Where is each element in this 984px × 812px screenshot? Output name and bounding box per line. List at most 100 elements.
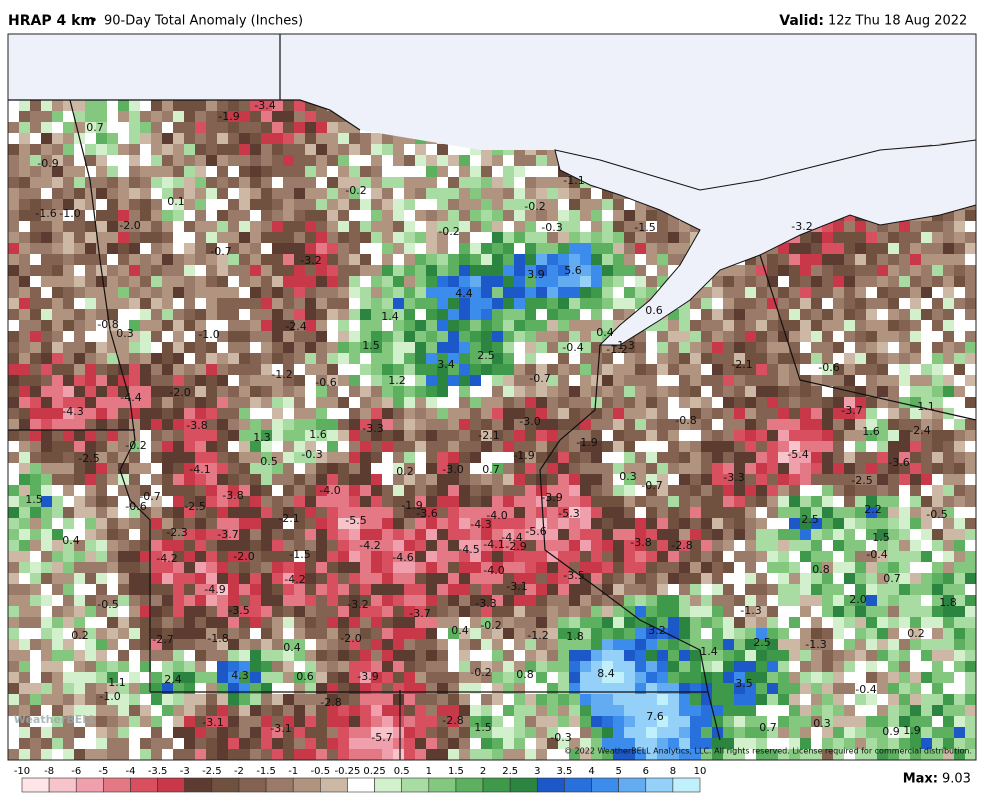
field-cell: [217, 353, 228, 364]
field-cell: [415, 386, 426, 397]
field-cell: [41, 111, 52, 122]
field-cell: [932, 474, 943, 485]
field-cell: [657, 595, 668, 606]
field-cell: [305, 309, 316, 320]
field-cell: [382, 408, 393, 419]
field-cell: [30, 276, 41, 287]
field-cell: [789, 276, 800, 287]
field-cell: [162, 573, 173, 584]
field-cell: [107, 584, 118, 595]
field-cell: [162, 111, 173, 122]
field-cell: [789, 419, 800, 430]
field-cell: [965, 496, 976, 507]
field-cell: [866, 595, 877, 606]
field-cell: [613, 639, 624, 650]
field-cell: [261, 144, 272, 155]
field-cell: [932, 540, 943, 551]
field-cell: [118, 518, 129, 529]
field-cell: [943, 320, 954, 331]
field-cell: [118, 166, 129, 177]
field-cell: [888, 573, 899, 584]
field-cell: [239, 606, 250, 617]
field-cell: [206, 452, 217, 463]
field-cell: [613, 243, 624, 254]
field-cell: [107, 188, 118, 199]
field-cell: [591, 595, 602, 606]
field-cell: [624, 639, 635, 650]
field-cell: [723, 518, 734, 529]
field-cell: [393, 518, 404, 529]
field-cell: [305, 562, 316, 573]
field-cell: [778, 419, 789, 430]
field-cell: [877, 221, 888, 232]
field-cell: [525, 276, 536, 287]
field-cell: [437, 221, 448, 232]
field-cell: [536, 320, 547, 331]
field-cell: [635, 617, 646, 628]
field-cell: [151, 386, 162, 397]
field-cell: [371, 265, 382, 276]
field-cell: [965, 254, 976, 265]
field-cell: [536, 639, 547, 650]
field-cell: [910, 430, 921, 441]
field-cell: [855, 276, 866, 287]
field-cell: [173, 375, 184, 386]
field-cell: [558, 221, 569, 232]
field-cell: [360, 331, 371, 342]
field-cell: [448, 441, 459, 452]
field-cell: [360, 254, 371, 265]
field-cell: [525, 265, 536, 276]
field-cell: [96, 364, 107, 375]
field-cell: [613, 342, 624, 353]
field-cell: [833, 298, 844, 309]
field-cell: [85, 298, 96, 309]
field-cell: [371, 474, 382, 485]
field-cell: [437, 254, 448, 265]
field-cell: [393, 210, 404, 221]
field-cell: [338, 320, 349, 331]
field-cell: [866, 364, 877, 375]
field-cell: [877, 364, 888, 375]
field-cell: [800, 276, 811, 287]
field-cell: [349, 628, 360, 639]
field-cell: [41, 166, 52, 177]
field-cell: [349, 199, 360, 210]
field-cell: [338, 639, 349, 650]
field-cell: [547, 210, 558, 221]
field-cell: [382, 452, 393, 463]
field-cell: [921, 562, 932, 573]
field-cell: [514, 408, 525, 419]
field-cell: [151, 309, 162, 320]
field-cell: [481, 430, 492, 441]
field-cell: [52, 397, 63, 408]
field-cell: [547, 342, 558, 353]
field-cell: [316, 606, 327, 617]
field-cell: [360, 452, 371, 463]
field-cell: [173, 276, 184, 287]
field-cell: [921, 595, 932, 606]
field-cell: [646, 452, 657, 463]
field-cell: [800, 584, 811, 595]
field-cell: [129, 177, 140, 188]
field-cell: [63, 628, 74, 639]
field-cell: [767, 562, 778, 573]
field-cell: [30, 639, 41, 650]
field-cell: [481, 518, 492, 529]
field-cell: [294, 353, 305, 364]
field-cell: [580, 276, 591, 287]
field-cell: [657, 375, 668, 386]
field-cell: [613, 232, 624, 243]
field-cell: [349, 144, 360, 155]
field-cell: [162, 199, 173, 210]
field-cell: [30, 133, 41, 144]
field-cell: [96, 639, 107, 650]
field-cell: [151, 562, 162, 573]
field-cell: [965, 474, 976, 485]
field-cell: [712, 639, 723, 650]
field-cell: [547, 177, 558, 188]
field-cell: [558, 562, 569, 573]
field-cell: [657, 551, 668, 562]
field-cell: [250, 496, 261, 507]
field-cell: [162, 606, 173, 617]
field-cell: [415, 584, 426, 595]
